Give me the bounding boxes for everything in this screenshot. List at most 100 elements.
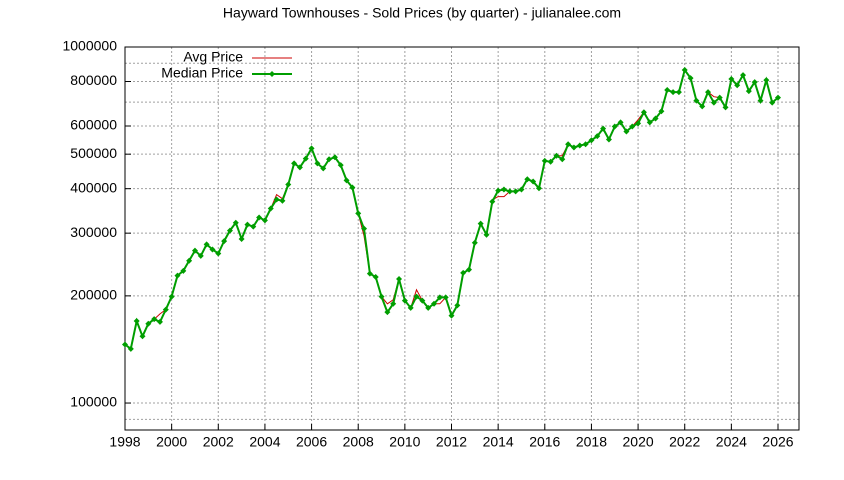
marker [349, 184, 356, 191]
marker [506, 188, 513, 195]
x-tick-label: 1998 [109, 434, 140, 450]
x-tick-label: 2024 [716, 434, 747, 450]
marker [664, 87, 671, 94]
marker [629, 123, 636, 130]
marker [191, 247, 198, 254]
x-tick-label: 2004 [249, 434, 280, 450]
x-tick-label: 2014 [483, 434, 514, 450]
marker [366, 270, 373, 277]
marker [431, 300, 438, 307]
marker [716, 94, 723, 101]
marker [419, 297, 426, 304]
marker [658, 108, 665, 115]
marker [448, 312, 455, 319]
x-tick-label: 2022 [669, 434, 700, 450]
marker [640, 109, 647, 116]
y-tick-label: 300000 [70, 224, 117, 240]
marker [693, 97, 700, 104]
marker [535, 185, 542, 192]
x-tick-label: 2008 [343, 434, 374, 450]
marker [436, 294, 443, 301]
marker [775, 94, 782, 101]
marker [273, 196, 280, 203]
marker [705, 89, 712, 96]
marker [675, 89, 682, 96]
marker [465, 266, 472, 273]
marker [407, 304, 414, 311]
marker [296, 164, 303, 171]
marker [180, 267, 187, 274]
marker [133, 317, 140, 324]
marker [570, 144, 577, 151]
marker [699, 103, 706, 110]
marker [413, 293, 420, 300]
marker [652, 115, 659, 122]
marker [355, 210, 362, 217]
marker [396, 276, 403, 283]
marker [221, 238, 228, 245]
marker [250, 223, 257, 230]
marker [156, 318, 163, 325]
marker [565, 141, 572, 148]
marker [122, 341, 128, 348]
marker [378, 293, 385, 300]
marker [588, 137, 595, 144]
marker [722, 104, 729, 111]
marker [256, 214, 263, 221]
marker [343, 177, 350, 184]
marker [512, 188, 519, 195]
marker [390, 300, 397, 307]
marker [553, 152, 560, 159]
marker [168, 293, 175, 300]
marker [320, 165, 327, 172]
marker [139, 333, 146, 340]
marker [582, 141, 589, 148]
marker [594, 133, 601, 140]
marker [460, 269, 467, 276]
marker [209, 246, 216, 253]
marker [728, 76, 735, 83]
marker [524, 176, 531, 183]
marker [623, 128, 630, 135]
marker [174, 272, 181, 279]
marker [670, 89, 677, 96]
y-tick-label: 100000 [70, 394, 117, 410]
marker [681, 66, 688, 73]
marker [285, 181, 292, 188]
legend-marker [269, 71, 275, 77]
marker [530, 178, 537, 185]
marker [541, 157, 548, 164]
marker [337, 162, 344, 169]
marker [734, 82, 741, 89]
legend-label: Median Price [161, 65, 243, 81]
marker [745, 88, 752, 95]
marker [384, 309, 391, 316]
x-tick-label: 2010 [389, 434, 420, 450]
marker [151, 316, 158, 323]
marker [203, 241, 210, 248]
x-tick-label: 2020 [623, 434, 654, 450]
marker [279, 197, 286, 204]
legend-label: Avg Price [183, 49, 243, 65]
marker [244, 221, 251, 228]
marker [314, 160, 321, 167]
marker [162, 306, 169, 313]
marker [425, 304, 432, 311]
marker [401, 297, 408, 304]
x-tick-label: 2012 [436, 434, 467, 450]
marker [495, 187, 502, 194]
plot-frame [124, 46, 800, 431]
y-tick-label: 200000 [70, 287, 117, 303]
marker [769, 99, 776, 106]
y-tick-label: 1000000 [62, 38, 117, 54]
y-tick-label: 400000 [70, 179, 117, 195]
marker [763, 77, 770, 84]
marker [302, 155, 309, 162]
marker [197, 252, 204, 259]
marker [471, 239, 478, 246]
marker [215, 250, 222, 257]
marker [226, 227, 233, 234]
marker [740, 72, 747, 79]
marker [291, 160, 298, 167]
marker [687, 75, 694, 82]
